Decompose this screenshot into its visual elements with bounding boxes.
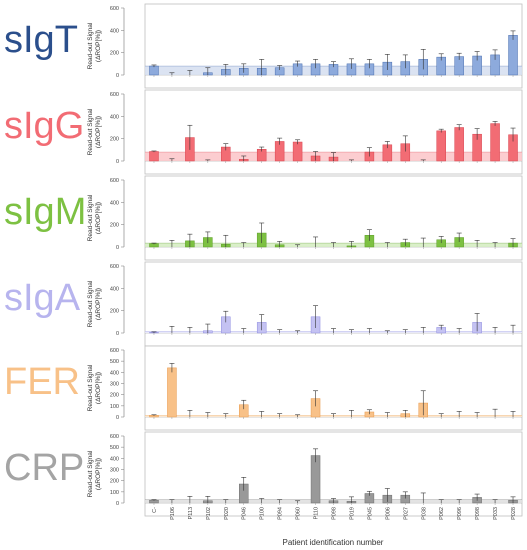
- panel-title: sIgT: [4, 19, 78, 61]
- y-axis-title-line1: Read-out Signal: [87, 22, 94, 69]
- bar: [454, 127, 464, 162]
- bar: [508, 35, 518, 76]
- x-tick-label: P038: [421, 507, 427, 520]
- y-tick-label: 600: [110, 92, 119, 98]
- y-tick-label: 0: [116, 73, 119, 79]
- y-tick-label: 200: [110, 223, 119, 229]
- x-tick-label: P028: [511, 507, 517, 520]
- x-tick-label: P006: [385, 507, 391, 520]
- y-axis-title-line2: (ΔROP[%]): [95, 458, 102, 490]
- y-tick-label: 600: [110, 264, 119, 270]
- x-tick-label: P110: [314, 507, 320, 519]
- y-tick-label: 0: [116, 245, 119, 251]
- x-tick-label: P045: [367, 507, 373, 520]
- x-tick-label: P096: [457, 507, 463, 520]
- bar: [167, 367, 177, 418]
- y-tick-label: 600: [110, 178, 119, 184]
- y-tick-label: 600: [110, 348, 119, 354]
- y-axis-title: Read-out Signal(ΔROP[%]): [87, 22, 102, 69]
- chart-panel-sigm: sIgM Read-out Signal(ΔROP[%]) 0 200 400 600: [4, 175, 523, 261]
- bar: [310, 455, 321, 504]
- y-tick-label: 300: [110, 468, 119, 474]
- y-axis-title-line1: Read-out Signal: [87, 280, 94, 327]
- y-tick-label: 400: [110, 200, 119, 206]
- bar: [149, 151, 159, 162]
- x-tick-label: P113: [188, 507, 194, 519]
- y-tick-label: 400: [110, 286, 119, 292]
- y-tick-label: 0: [116, 501, 119, 507]
- bar: [436, 130, 446, 162]
- y-tick-label: 200: [110, 309, 119, 315]
- x-tick-label: P019: [349, 507, 355, 520]
- x-tick-label: P046: [242, 507, 248, 520]
- x-tick-label: P098: [332, 507, 338, 520]
- y-axis-title: Read-out Signal(ΔROP[%]): [87, 108, 102, 155]
- y-axis-title: Read-out Signal(ΔROP[%]): [87, 450, 102, 497]
- y-axis-title-line1: Read-out Signal: [87, 450, 94, 497]
- x-tick-label: P062: [439, 507, 445, 520]
- y-tick-label: 500: [110, 359, 119, 365]
- x-tick-label: P033: [493, 507, 499, 520]
- y-tick-label: 400: [110, 28, 119, 34]
- x-tick-label: P100: [260, 507, 266, 520]
- y-axis-title-line2: (ΔROP[%]): [95, 116, 102, 148]
- x-tick-label: P102: [206, 507, 212, 520]
- y-tick-label: 600: [110, 6, 119, 12]
- y-axis-title-line1: Read-out Signal: [87, 364, 94, 411]
- y-tick-label: 0: [116, 415, 119, 421]
- y-tick-label: 400: [110, 114, 119, 120]
- panel-title: sIgM: [4, 191, 86, 233]
- chart-panel-siga: sIgA Read-out Signal(ΔROP[%]) 0 200 400 600: [4, 261, 523, 347]
- y-tick-label: 100: [110, 404, 119, 410]
- y-axis-title-line2: (ΔROP[%]): [95, 202, 102, 234]
- y-tick-label: 200: [110, 51, 119, 57]
- y-tick-label: 0: [116, 331, 119, 337]
- x-tick-label: P098: [475, 507, 481, 520]
- y-axis-title-line2: (ΔROP[%]): [95, 372, 102, 404]
- y-axis-title-line1: Read-out Signal: [87, 108, 94, 155]
- y-tick-label: 100: [110, 490, 119, 496]
- y-axis-title: Read-out Signal(ΔROP[%]): [87, 280, 102, 327]
- panel-title: FER: [4, 361, 80, 403]
- y-axis-title: Read-out Signal(ΔROP[%]): [87, 194, 102, 241]
- panels: sIgT Read-out Signal(ΔROP[%])0200400600sI…: [4, 3, 523, 520]
- y-tick-label: 600: [110, 434, 119, 440]
- x-tick-label: P106: [170, 507, 176, 520]
- bar: [490, 123, 500, 162]
- y-tick-label: 300: [110, 382, 119, 388]
- chart-panel-sigt: sIgT Read-out Signal(ΔROP[%]) 0 200 400 600: [4, 3, 523, 89]
- y-axis-title: Read-out Signal(ΔROP[%]): [87, 364, 102, 411]
- y-tick-label: 200: [110, 479, 119, 485]
- bar: [149, 65, 159, 76]
- y-axis-title-line1: Read-out Signal: [87, 194, 94, 241]
- x-tick-label: P020: [224, 507, 230, 520]
- y-axis-title-line2: (ΔROP[%]): [95, 288, 102, 320]
- chart-panel-fer: FER Read-out Signal(ΔROP[%]) 0 100 200 300 400…: [4, 345, 523, 431]
- x-tick-label: C-: [152, 507, 158, 513]
- x-axis-title: Patient identification number: [283, 538, 384, 547]
- panel-title: sIgA: [4, 277, 81, 319]
- x-tick-label: P060: [296, 507, 302, 520]
- y-tick-label: 200: [110, 393, 119, 399]
- y-tick-label: 400: [110, 456, 119, 462]
- x-tick-label: P027: [403, 507, 409, 520]
- y-tick-label: 500: [110, 445, 119, 451]
- y-tick-label: 400: [110, 370, 119, 376]
- chart-panel-crp: CRP Read-out Signal(ΔROP[%]) 0 100 200 300 400…: [4, 431, 523, 520]
- bar: [292, 141, 303, 162]
- panel-title: CRP: [4, 447, 84, 489]
- y-axis-title-line2: (ΔROP[%]): [95, 30, 102, 62]
- panel-title: sIgG: [4, 105, 84, 147]
- x-tick-label: P094: [278, 507, 284, 520]
- chart-panel-sigg: sIgG Read-out Signal(ΔROP[%]) 0 200 400 600: [4, 89, 523, 175]
- y-tick-label: 0: [116, 159, 119, 165]
- y-tick-label: 200: [110, 137, 119, 143]
